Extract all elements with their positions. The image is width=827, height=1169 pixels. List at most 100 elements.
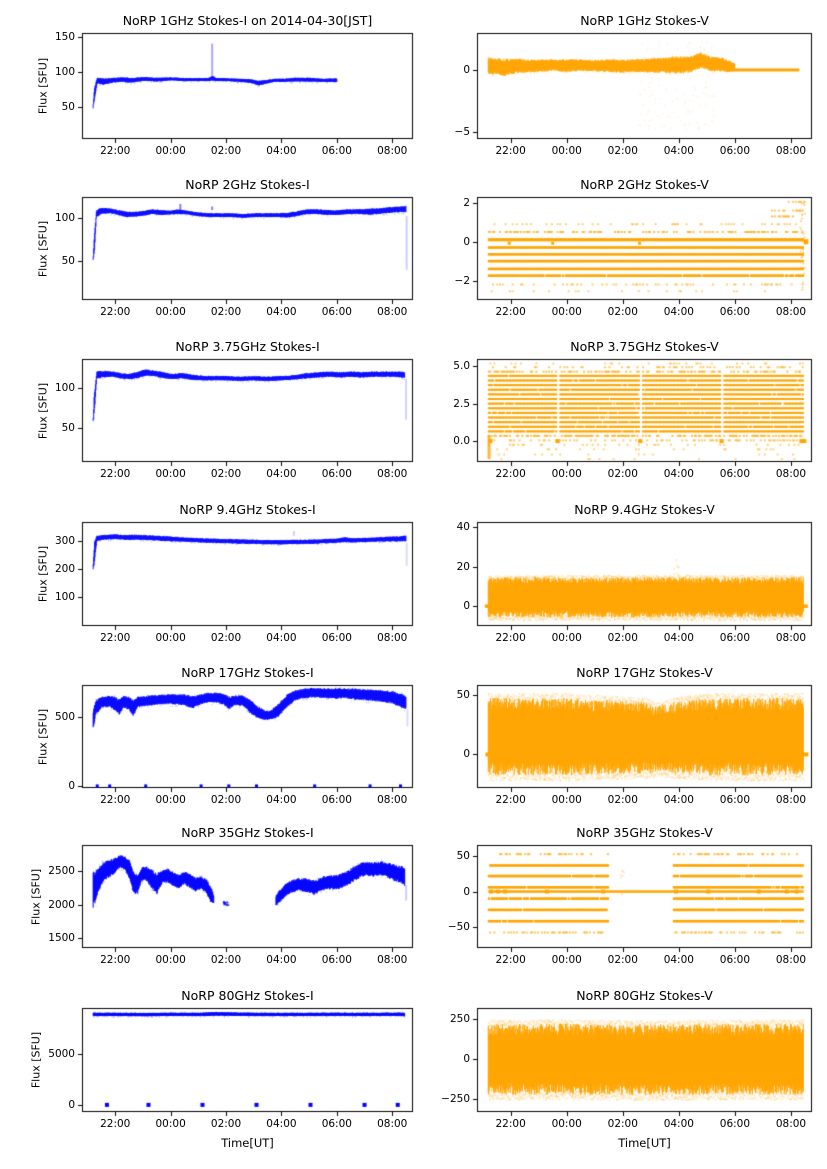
x-tick-label: 02:00 <box>210 632 242 644</box>
x-tick-label: 02:00 <box>607 145 638 157</box>
y-tick-label: 50 <box>61 255 75 268</box>
x-tick-label: 22:00 <box>100 468 131 480</box>
plot-canvas-norp-2ghz-stokes-i <box>72 187 423 310</box>
x-tick-label: 22:00 <box>495 794 526 806</box>
x-tick-label: 22:00 <box>495 1118 526 1130</box>
plot-canvas-norp-2ghz-stokes-v <box>467 187 822 310</box>
x-tick-label: 00:00 <box>155 954 186 966</box>
y-tick-label: 0 <box>68 1098 75 1111</box>
y-axis-label: Flux [SFU] <box>36 220 50 277</box>
y-tick-label: −50 <box>447 920 470 933</box>
y-tick-label: 40 <box>456 520 470 533</box>
plot-title: NoRP 3.75GHz Stokes-I <box>175 339 320 354</box>
plot-title: NoRP 17GHz Stokes-V <box>576 665 713 680</box>
x-tick-label: 04:00 <box>663 468 694 480</box>
x-tick-label: 22:00 <box>495 632 526 644</box>
y-tick-label: 300 <box>54 535 75 548</box>
x-tick-label: 02:00 <box>210 145 242 157</box>
plot-canvas-norp-80ghz-stokes-v <box>467 998 822 1122</box>
x-tick-label: 22:00 <box>495 954 526 966</box>
x-tick-label: 04:00 <box>266 145 297 157</box>
plot-canvas-norp-17ghz-stokes-v <box>467 675 822 798</box>
x-axis-label: Time[UT] <box>221 1136 274 1150</box>
x-tick-label: 08:00 <box>377 794 408 806</box>
x-tick-label: 22:00 <box>495 468 526 480</box>
x-tick-label: 00:00 <box>551 1118 582 1130</box>
x-tick-label: 02:00 <box>607 468 638 480</box>
y-tick-label: 100 <box>54 65 75 78</box>
x-tick-label: 22:00 <box>100 954 131 966</box>
y-axis-label: Flux [SFU] <box>36 382 50 439</box>
x-tick-label: 08:00 <box>775 468 807 480</box>
plot-canvas-norp-1ghz-stokes-i <box>72 23 423 149</box>
y-tick-label: 0 <box>68 779 75 792</box>
x-tick-label: 02:00 <box>607 794 638 806</box>
x-tick-label: 04:00 <box>663 632 694 644</box>
y-tick-label: 250 <box>449 1013 470 1026</box>
x-tick-label: 06:00 <box>321 145 352 157</box>
y-tick-label: 2.5 <box>453 397 470 410</box>
x-tick-label: 06:00 <box>719 468 751 480</box>
x-tick-label: 00:00 <box>155 145 186 157</box>
x-tick-label: 00:00 <box>551 794 582 806</box>
plot-canvas-norp-1ghz-stokes-v <box>467 23 822 149</box>
y-tick-label: 5000 <box>48 1047 75 1060</box>
plot-title: NoRP 2GHz Stokes-I <box>185 177 310 192</box>
x-tick-label: 00:00 <box>551 306 582 318</box>
y-tick-label: 5.0 <box>453 360 470 373</box>
y-tick-label: 2 <box>463 196 470 209</box>
x-tick-label: 22:00 <box>100 306 131 318</box>
plot-title: NoRP 9.4GHz Stokes-I <box>179 502 316 517</box>
x-tick-label: 04:00 <box>663 306 694 318</box>
plot-canvas-norp-35ghz-stokes-i <box>72 835 423 958</box>
x-tick-label: 04:00 <box>266 954 297 966</box>
x-tick-label: 06:00 <box>321 954 352 966</box>
y-axis-label: Flux [SFU] <box>29 1031 43 1089</box>
plot-title: NoRP 17GHz Stokes-I <box>181 665 314 680</box>
plot-canvas-norp-80ghz-stokes-i <box>72 998 423 1122</box>
x-tick-label: 08:00 <box>775 145 807 157</box>
y-tick-label: −2 <box>454 274 470 287</box>
x-tick-label: 00:00 <box>155 306 186 318</box>
x-tick-label: 00:00 <box>551 468 582 480</box>
x-tick-label: 22:00 <box>100 794 131 806</box>
y-tick-label: 50 <box>456 850 470 863</box>
x-tick-label: 02:00 <box>607 954 638 966</box>
y-tick-label: 0 <box>463 748 470 761</box>
y-tick-label: −5 <box>454 125 470 138</box>
x-tick-label: 08:00 <box>775 794 807 806</box>
plot-canvas-norp-17ghz-stokes-i <box>72 675 423 798</box>
x-tick-label: 08:00 <box>775 632 807 644</box>
y-tick-label: 50 <box>61 421 75 434</box>
x-tick-label: 00:00 <box>551 145 582 157</box>
x-tick-label: 02:00 <box>607 632 638 644</box>
x-tick-label: 02:00 <box>210 468 242 480</box>
y-tick-label: 0 <box>463 1053 470 1066</box>
x-tick-label: 08:00 <box>377 632 408 644</box>
plot-title: NoRP 9.4GHz Stokes-V <box>574 502 715 517</box>
y-tick-label: −250 <box>441 1093 470 1106</box>
x-tick-label: 02:00 <box>210 306 242 318</box>
y-tick-label: 100 <box>54 381 75 394</box>
x-tick-label: 22:00 <box>495 306 526 318</box>
y-tick-label: 0 <box>463 235 470 248</box>
y-tick-label: 0 <box>463 600 470 613</box>
x-tick-label: 02:00 <box>607 1118 638 1130</box>
x-tick-label: 04:00 <box>266 1118 297 1130</box>
x-tick-label: 00:00 <box>155 794 186 806</box>
x-tick-label: 02:00 <box>210 954 242 966</box>
x-tick-label: 08:00 <box>775 1118 807 1130</box>
plot-title: NoRP 3.75GHz Stokes-V <box>570 339 719 354</box>
y-tick-label: 0 <box>463 63 470 76</box>
x-tick-label: 00:00 <box>551 632 582 644</box>
x-tick-label: 04:00 <box>663 1118 694 1130</box>
plot-canvas-norp-35ghz-stokes-v <box>467 835 822 958</box>
x-tick-label: 00:00 <box>155 1118 186 1130</box>
y-tick-label: 2000 <box>48 898 75 911</box>
x-tick-label: 08:00 <box>775 954 807 966</box>
plot-title: NoRP 35GHz Stokes-V <box>576 825 713 840</box>
y-tick-label: 2500 <box>48 865 75 878</box>
x-tick-label: 06:00 <box>719 306 751 318</box>
x-tick-label: 06:00 <box>321 1118 352 1130</box>
